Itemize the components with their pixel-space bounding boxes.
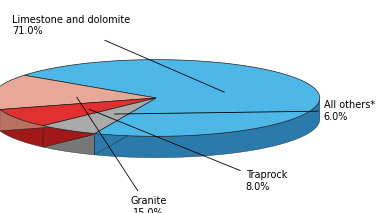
Polygon shape	[0, 98, 156, 131]
Polygon shape	[95, 98, 156, 155]
Polygon shape	[0, 98, 156, 131]
Polygon shape	[43, 98, 156, 147]
Polygon shape	[0, 109, 43, 147]
Text: Granite
15.0%: Granite 15.0%	[77, 97, 167, 213]
Polygon shape	[95, 98, 156, 155]
Polygon shape	[43, 126, 95, 155]
Text: Limestone and dolomite
71.0%: Limestone and dolomite 71.0%	[12, 15, 224, 92]
Polygon shape	[43, 98, 156, 147]
Polygon shape	[0, 75, 156, 109]
Text: All others*
6.0%: All others* 6.0%	[114, 100, 375, 122]
Polygon shape	[95, 99, 320, 158]
Text: Traprock
8.0%: Traprock 8.0%	[89, 109, 287, 192]
Polygon shape	[43, 98, 156, 134]
Polygon shape	[0, 98, 156, 126]
Polygon shape	[24, 60, 320, 136]
